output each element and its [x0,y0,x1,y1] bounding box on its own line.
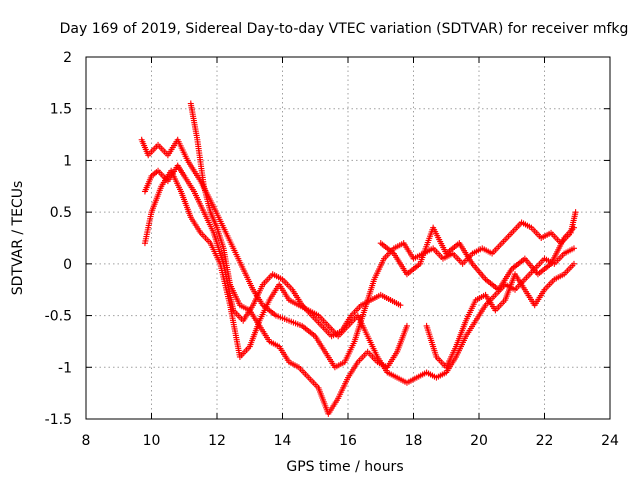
x-axis-label: GPS time / hours [286,459,403,475]
y-tick-label: 2 [63,50,72,66]
y-tick-label: 0.5 [50,205,72,221]
y-tick-labels: 2 1.5 1 0.5 0 -0.5 -1 -1.5 [45,50,72,428]
y-tick-label: 1.5 [50,102,72,118]
x-tick-label: 10 [143,433,161,449]
y-axis-label: SDTVAR / TECUs [10,181,26,296]
y-tick-label: 0 [63,257,72,273]
series-track-d [187,100,410,417]
y-tick-label: 1 [63,153,72,169]
x-tick-label: 8 [82,433,91,449]
y-tick-label: -1.5 [45,412,72,428]
data-point [570,224,577,231]
data-point [397,302,404,309]
y-tick-label: -0.5 [45,309,72,325]
series-track-a [138,136,579,371]
x-tick-label: 20 [470,433,488,449]
y-tick-label: -1 [58,360,72,376]
data-point [570,260,577,267]
x-tick-label: 24 [601,433,619,449]
x-tick-label: 12 [208,433,226,449]
data-point [570,245,577,252]
x-tick-label: 16 [339,433,357,449]
chart-title: Day 169 of 2019, Sidereal Day-to-day VTE… [60,21,629,37]
x-tick-labels: 8 10 12 14 16 18 20 22 24 [82,433,619,449]
series-track-e [423,260,577,371]
axis-ticks [85,56,611,420]
data-points [138,100,579,417]
x-tick-label: 18 [405,433,423,449]
data-point [403,322,410,329]
data-point [572,209,579,216]
x-tick-label: 22 [536,433,554,449]
series-track-f [377,224,577,293]
series-track-c [141,162,404,340]
x-tick-label: 14 [274,433,292,449]
